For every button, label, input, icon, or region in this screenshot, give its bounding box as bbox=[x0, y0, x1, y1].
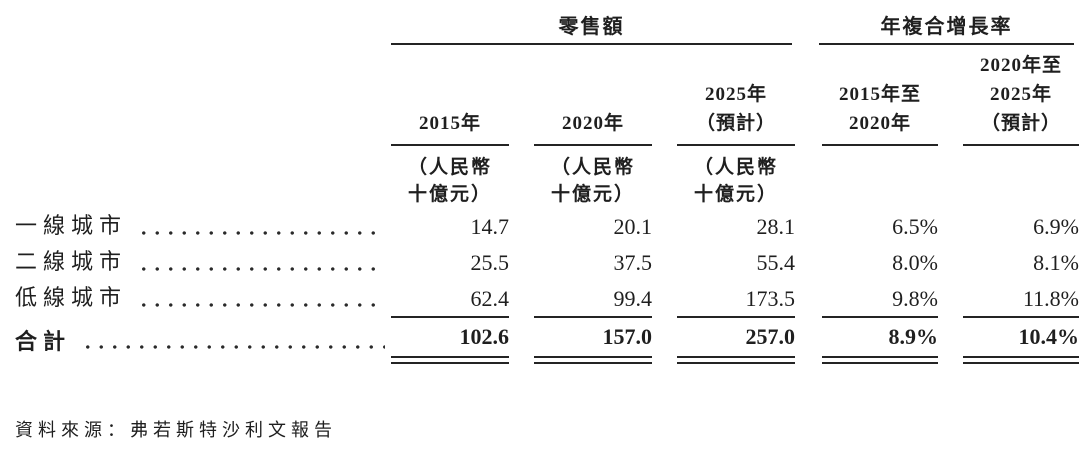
dot-leader bbox=[137, 231, 385, 235]
group-header-row: 零售額 年複合增長率 bbox=[0, 0, 1080, 45]
cell-value: 37.5 bbox=[613, 250, 653, 275]
cell-value: 173.5 bbox=[745, 286, 796, 311]
column-header-2020-2025e: 2020年至 2025年 （預計） bbox=[963, 45, 1079, 146]
cell-value: 8.1% bbox=[1033, 250, 1079, 275]
unit-label: （人民幣 十億元） bbox=[391, 146, 509, 208]
total-label: 合計 bbox=[15, 329, 72, 354]
double-rule bbox=[963, 356, 1079, 358]
dot-leader bbox=[81, 345, 385, 349]
unit-label-line: （人民幣 bbox=[693, 157, 778, 178]
cell-value: 62.4 bbox=[470, 286, 510, 311]
column-header-2015: 2015年 bbox=[391, 45, 509, 146]
cell-value: 8.0% bbox=[892, 250, 938, 275]
row-label: 二線城市 bbox=[15, 249, 128, 274]
unit-label-line: 十億元） bbox=[693, 184, 778, 205]
double-rule bbox=[534, 356, 652, 358]
unit-label: （人民幣 十億元） bbox=[677, 146, 795, 208]
column-header-2025e: 2025年 （預計） bbox=[677, 45, 795, 146]
column-header-row: 2015年 2020年 2025年 （預計） 2015年至 2020年 2020… bbox=[0, 45, 1080, 146]
total-value: 10.4% bbox=[1018, 324, 1080, 349]
column-header-line: 2015年 bbox=[418, 113, 481, 134]
cell-value: 6.5% bbox=[892, 214, 938, 239]
cell-value: 99.4 bbox=[613, 286, 653, 311]
unit-label-line: 十億元） bbox=[550, 184, 635, 205]
cell-value: 28.1 bbox=[756, 214, 796, 239]
unit-label-empty bbox=[963, 146, 1079, 208]
unit-label-empty bbox=[822, 146, 938, 208]
double-rule bbox=[822, 356, 938, 358]
total-cell: 257.0 bbox=[677, 316, 795, 366]
row-label: 低線城市 bbox=[15, 285, 128, 310]
cell-value: 9.8% bbox=[892, 286, 938, 311]
row-label-cell: 低線城市 bbox=[0, 280, 391, 316]
column-header-line: 2020年 bbox=[561, 113, 624, 134]
unit-label: （人民幣 十億元） bbox=[534, 146, 652, 208]
group-header-cagr: 年複合增長率 bbox=[819, 0, 1074, 45]
group-header-retail: 零售額 bbox=[391, 0, 792, 45]
source-note: 資料來源：弗若斯特沙利文報告 bbox=[15, 420, 337, 440]
unit-label-line: 十億元） bbox=[407, 184, 492, 205]
total-value: 257.0 bbox=[745, 324, 796, 349]
label-column-spacer bbox=[0, 146, 391, 208]
total-cell: 10.4% bbox=[963, 316, 1079, 366]
row-label-cell: 一線城市 bbox=[0, 208, 391, 244]
column-header-line: 2025年 bbox=[989, 84, 1052, 105]
label-column-spacer bbox=[0, 45, 391, 146]
total-value: 8.9% bbox=[888, 324, 939, 349]
total-value: 157.0 bbox=[602, 324, 653, 349]
dot-leader bbox=[137, 303, 385, 307]
cell-value: 11.8% bbox=[1022, 286, 1079, 311]
column-header-2020: 2020年 bbox=[534, 45, 652, 146]
table-row-tier1: 一線城市 14.7 20.1 28.1 6.5% 6.9% bbox=[0, 208, 1080, 244]
unit-label-line: （人民幣 bbox=[407, 157, 492, 178]
column-header-line: 2020年至 bbox=[979, 55, 1062, 76]
cell-value: 6.9% bbox=[1033, 214, 1079, 239]
total-cell: 102.6 bbox=[391, 316, 509, 366]
cell-value: 14.7 bbox=[470, 214, 510, 239]
total-value: 102.6 bbox=[459, 324, 510, 349]
total-label-cell: 合計 bbox=[0, 316, 391, 366]
row-label: 一線城市 bbox=[15, 213, 128, 238]
group-gap bbox=[792, 0, 819, 45]
cell-value: 55.4 bbox=[756, 250, 796, 275]
label-column-spacer bbox=[0, 0, 391, 45]
unit-row: （人民幣 十億元） （人民幣 十億元） （人民幣 十億元） bbox=[0, 146, 1080, 208]
column-header-line: 2020年 bbox=[848, 113, 911, 134]
cell-value: 20.1 bbox=[613, 214, 653, 239]
column-header-line: 2015年至 bbox=[838, 84, 921, 105]
column-header-line: （預計） bbox=[695, 113, 776, 134]
cell-value: 25.5 bbox=[470, 250, 510, 275]
total-row: 合計 102.6 157.0 257.0 8.9% 10.4% bbox=[0, 316, 1080, 366]
column-header-line: 2025年 bbox=[704, 84, 767, 105]
double-rule bbox=[391, 356, 509, 358]
total-cell: 8.9% bbox=[822, 316, 938, 366]
table-row-lowtier: 低線城市 62.4 99.4 173.5 9.8% 11.8% bbox=[0, 280, 1080, 316]
dot-leader bbox=[137, 267, 385, 271]
row-label-cell: 二線城市 bbox=[0, 244, 391, 280]
column-header-2015-2020: 2015年至 2020年 bbox=[822, 45, 938, 146]
total-cell: 157.0 bbox=[534, 316, 652, 366]
column-header-line: （預計） bbox=[980, 113, 1061, 134]
table-row-tier2: 二線城市 25.5 37.5 55.4 8.0% 8.1% bbox=[0, 244, 1080, 280]
group-header-retail-label: 零售額 bbox=[558, 16, 625, 38]
unit-label-line: （人民幣 bbox=[550, 157, 635, 178]
double-rule bbox=[677, 356, 795, 358]
group-header-cagr-label: 年複合增長率 bbox=[880, 16, 1013, 38]
